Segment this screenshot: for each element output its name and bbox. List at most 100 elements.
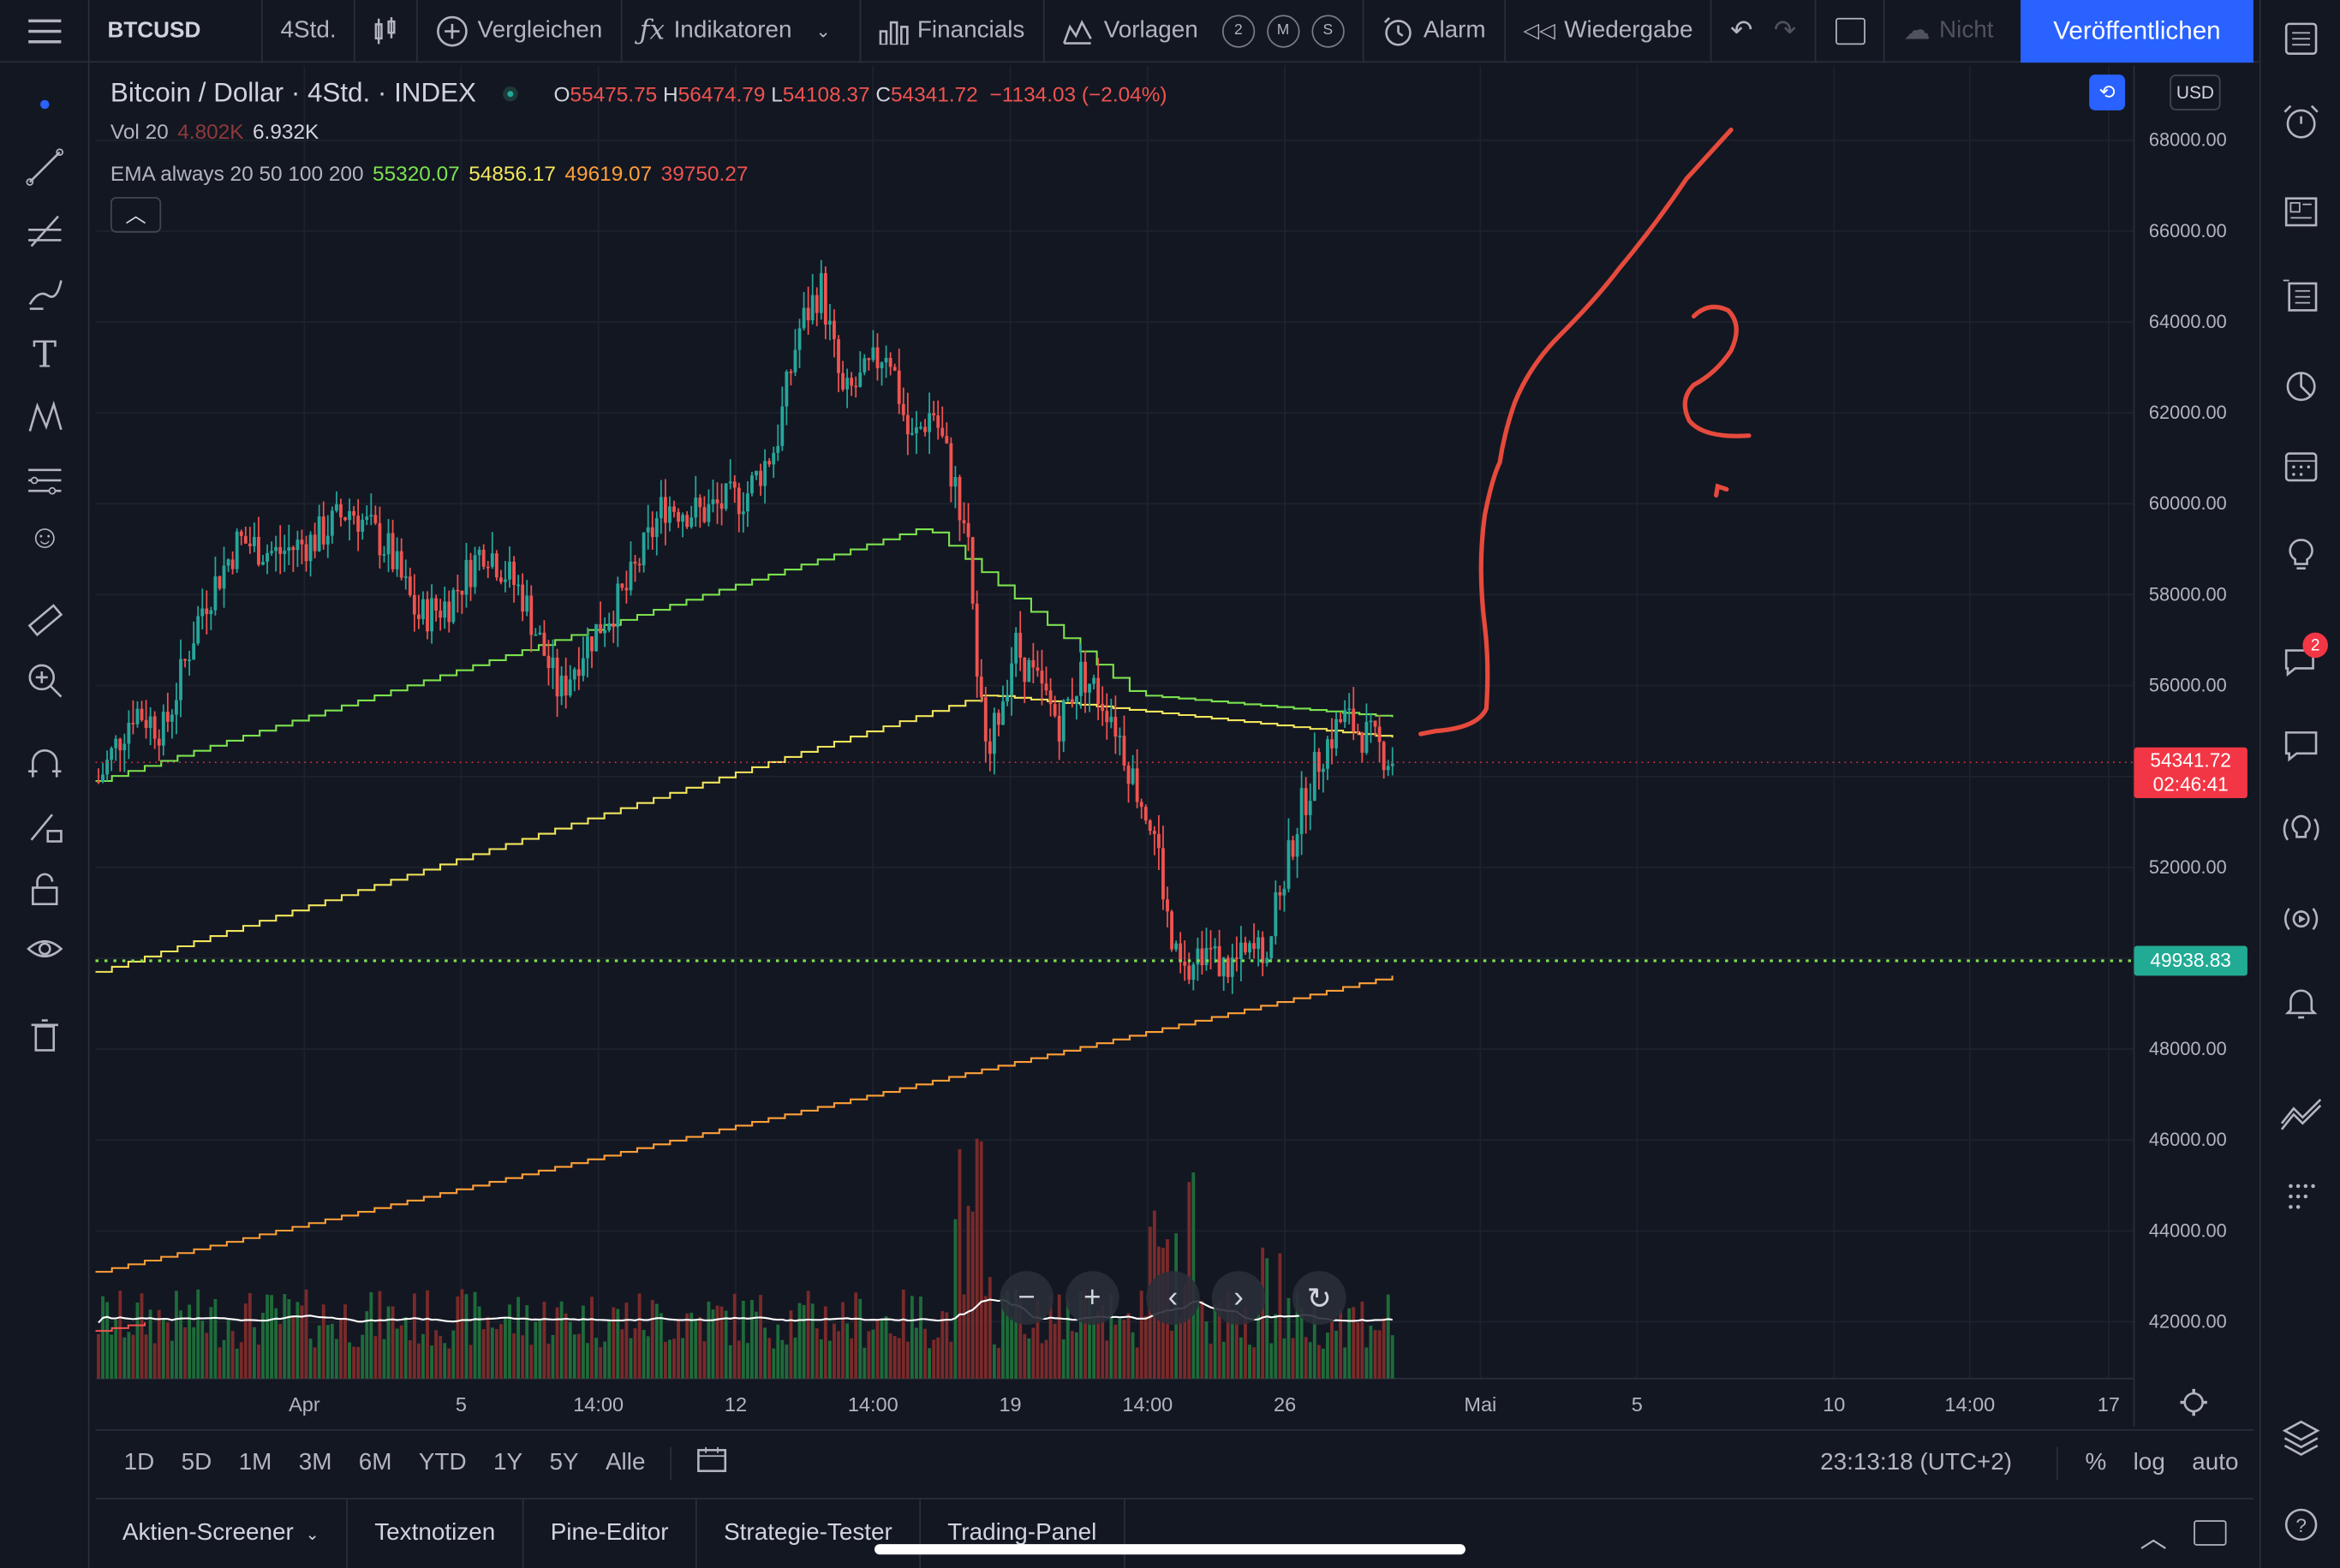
legend-volume-row[interactable]: Vol 20 4.802K 6.932K [110, 119, 319, 143]
interval-button[interactable]: 4Std. [263, 0, 355, 63]
range-ytd[interactable]: YTD [418, 1449, 467, 1476]
auto-toggle[interactable]: auto [2192, 1450, 2239, 1476]
ideas-bulb-icon[interactable] [2277, 531, 2325, 579]
settings-gear-icon[interactable] [2180, 1388, 2207, 1416]
news-icon[interactable] [2277, 188, 2325, 236]
time-axis[interactable]: Apr 5 14:00 12 14:00 19 14:00 26 Mai 5 10 14:00 17 [289, 1393, 2120, 1416]
annotation-question-dot[interactable] [1714, 483, 1729, 498]
scroll-left-button[interactable]: ‹ [1146, 1271, 1200, 1325]
timezone-clock[interactable]: 23:13:18 (UTC+2) [1820, 1450, 2013, 1476]
legend-ema-row[interactable]: EMA always 20 50 100 200 55320.07 54856.… [110, 161, 748, 185]
volume-bar [871, 1329, 875, 1379]
compare-button[interactable]: Vergleichen [418, 0, 622, 63]
replay-button[interactable]: ◁◁ Wiedergabe [1505, 0, 1713, 63]
pattern-icon[interactable] [21, 394, 69, 442]
messages-icon[interactable] [2277, 722, 2325, 770]
annotation-arrow-stroke[interactable] [1418, 127, 1734, 736]
range-5y[interactable]: 5Y [549, 1449, 579, 1476]
zoom-in-button[interactable]: + [1066, 1271, 1119, 1325]
calendar-icon[interactable] [2277, 442, 2325, 490]
tab-trading-panel[interactable]: Trading-Panel [921, 1498, 1125, 1568]
symbol-search-button[interactable]: BTCUSD [90, 0, 263, 63]
percent-toggle[interactable]: % [2085, 1450, 2107, 1476]
lock-icon[interactable] [21, 865, 69, 913]
lock-pencil-icon[interactable] [21, 802, 69, 850]
trash-icon[interactable] [21, 1011, 69, 1059]
eye-icon[interactable] [21, 925, 69, 973]
undo-icon[interactable]: ↶ [1730, 15, 1753, 45]
annotation-question-mark[interactable] [1682, 304, 1752, 438]
emoji-icon[interactable]: ☺ [27, 517, 62, 556]
volume-bar [827, 1340, 832, 1379]
range-1m[interactable]: 1M [238, 1449, 272, 1476]
candle-body [559, 676, 564, 697]
alarm-icon[interactable] [2277, 98, 2325, 146]
hotlist-icon[interactable] [2277, 361, 2325, 409]
candle-body [1088, 683, 1091, 693]
market-status-icon[interactable] [503, 86, 518, 101]
templates-button[interactable]: Vorlagen 2 M S [1044, 0, 1364, 63]
sync-button[interactable]: ⟲ [2089, 75, 2126, 110]
scroll-right-button[interactable]: › [1211, 1271, 1266, 1325]
log-toggle[interactable]: log [2133, 1450, 2165, 1476]
template-key-2[interactable]: M [1266, 14, 1300, 47]
legend-title[interactable]: Bitcoin / Dollar · 4Std. · INDEX [110, 77, 476, 108]
alert-button[interactable]: Alarm [1364, 0, 1506, 63]
indicators-button[interactable]: ƒx Indikatoren ⌄ [622, 0, 861, 63]
save-status[interactable]: ☁ Nicht [1885, 0, 2011, 62]
range-6m[interactable]: 6M [358, 1449, 392, 1476]
range-5d[interactable]: 5D [181, 1449, 212, 1476]
volume-bar [983, 1296, 988, 1379]
financials-button[interactable]: Financials [861, 0, 1045, 63]
tab-text-notes[interactable]: Textnotizen [348, 1498, 524, 1568]
candle-body [845, 378, 850, 390]
fib-icon[interactable] [21, 206, 69, 253]
data-window-icon[interactable] [2277, 271, 2325, 319]
tab-pine-editor[interactable]: Pine-Editor [523, 1498, 697, 1568]
trading-icon[interactable] [2277, 1089, 2325, 1137]
price-axis[interactable]: 68000.00 66000.00 64000.00 62000.00 60000.00… [2149, 129, 2227, 1333]
ruler-icon[interactable] [21, 597, 69, 645]
legend-collapse-button[interactable]: ︿ [110, 196, 162, 233]
zoom-in-icon[interactable] [21, 657, 69, 705]
watchlist-icon[interactable] [2277, 15, 2325, 63]
streams-icon[interactable] [2277, 806, 2325, 854]
tab-strategy-tester[interactable]: Strategie-Tester [697, 1498, 921, 1568]
currency-button[interactable]: USD [2170, 75, 2221, 110]
text-tool-icon[interactable]: T [33, 334, 57, 377]
crosshair-icon[interactable] [21, 80, 69, 128]
play-broadcast-icon[interactable] [2277, 895, 2325, 943]
brush-icon[interactable] [21, 269, 69, 317]
volume-bar [945, 1312, 949, 1379]
time-tick-label: Apr [289, 1393, 320, 1416]
layers-icon[interactable] [2277, 1415, 2325, 1463]
chart-type-button[interactable] [355, 0, 418, 63]
chats-icon[interactable]: 2 [2277, 632, 2328, 687]
help-icon[interactable]: ? [2277, 1501, 2325, 1549]
panel-maximize-icon[interactable] [2194, 1520, 2227, 1546]
redo-icon[interactable]: ↷ [1773, 15, 1797, 45]
magnet-icon[interactable] [21, 740, 69, 788]
zoom-out-button[interactable]: − [1000, 1271, 1054, 1325]
tab-stock-screener[interactable]: Aktien-Screener ⌄ [96, 1498, 348, 1568]
candle-body [1312, 752, 1316, 802]
reset-button[interactable]: ↻ [1292, 1271, 1346, 1325]
menu-button[interactable] [0, 0, 90, 63]
range-1d[interactable]: 1D [123, 1449, 155, 1476]
goto-date-icon[interactable] [684, 1446, 741, 1480]
publish-button[interactable]: Veröffentlichen [2021, 0, 2253, 63]
dom-icon[interactable] [2277, 1172, 2325, 1220]
template-key-3[interactable]: S [1311, 14, 1345, 47]
range-3m[interactable]: 3M [298, 1449, 332, 1476]
volume-bar [616, 1309, 620, 1379]
range-1y[interactable]: 1Y [493, 1449, 523, 1476]
range-all[interactable]: Alle [605, 1449, 646, 1476]
chevron-down-icon[interactable]: ⌄ [815, 20, 831, 41]
fullscreen-button[interactable] [1817, 0, 1886, 63]
prediction-icon[interactable] [21, 456, 69, 504]
trend-line-icon[interactable] [21, 143, 69, 191]
notifications-bell-icon[interactable] [2277, 979, 2325, 1027]
panel-expand-icon[interactable]: ︿ [2140, 1523, 2167, 1553]
template-key-1[interactable]: 2 [1221, 14, 1255, 47]
